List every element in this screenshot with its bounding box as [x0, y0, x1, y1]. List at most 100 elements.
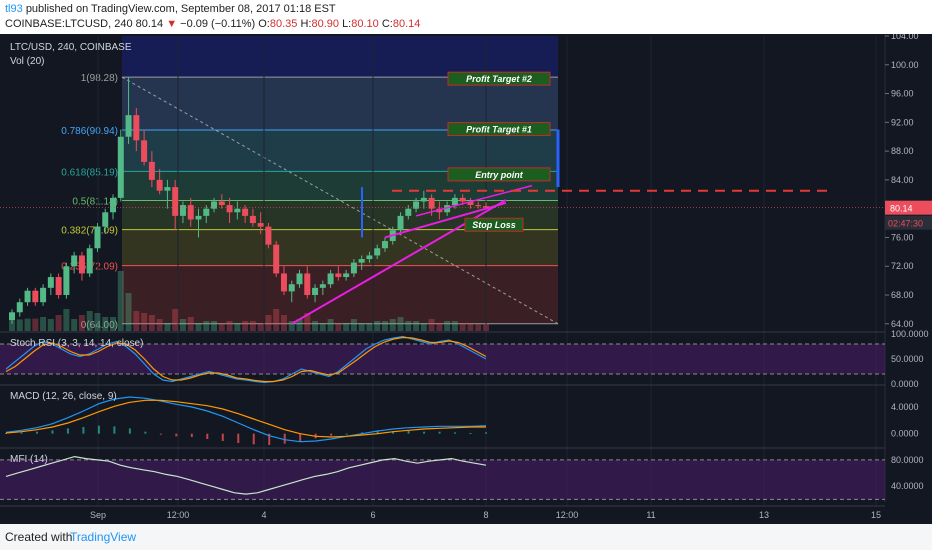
volume-bar [187, 317, 194, 331]
indicator-line [5, 455, 487, 495]
indicator-line [5, 336, 487, 383]
volume-bar [172, 309, 179, 331]
candle-body [358, 259, 365, 263]
candle-body [265, 226, 272, 245]
candle-body [296, 273, 303, 285]
volume-label: Vol (20) [10, 56, 44, 67]
volume-bar [16, 319, 23, 331]
chart-area[interactable]: 1(98.28) 0.786(90.94) 0.618(85.19) 0.5(81.1… [0, 31, 932, 524]
macd-histogram-bar [144, 431, 147, 434]
annotation-label: Profit Target #1 [466, 125, 532, 135]
candle-body [397, 215, 404, 231]
candle-body [47, 277, 54, 288]
chart-canvas[interactable]: 1(98.28) 0.786(90.94) 0.618(85.19) 0.5(81.1… [0, 31, 932, 524]
candle-body [381, 241, 388, 249]
price-tick-label: 104.00 [891, 34, 919, 41]
price-tick-label: 64.00 [891, 319, 914, 329]
open-value: 80.35 [269, 18, 298, 30]
annotation-label: Stop Loss [472, 220, 516, 230]
volume-bar [451, 321, 458, 331]
candle-body [32, 290, 39, 303]
annotation-label: Entry point [475, 170, 523, 180]
volume-bar [102, 317, 109, 331]
price-tick-label: 92.00 [891, 117, 914, 127]
macd-histogram-bar [485, 432, 487, 434]
candle-body [483, 206, 489, 208]
oscillator-band [0, 459, 885, 500]
volume-bar [141, 313, 148, 331]
indicator-title: Stoch RSI (3, 3, 14, 14, close) [10, 338, 143, 349]
tradingview-logo[interactable]: TradingView [70, 530, 137, 544]
volume-bar [343, 323, 350, 331]
volume-bar [164, 323, 171, 331]
candle-body [366, 255, 373, 260]
annotation-box [447, 71, 551, 86]
time-tick-label: 12:00 [167, 510, 190, 520]
time-tick-label: 6 [370, 510, 375, 520]
macd-histogram-bar [454, 432, 457, 434]
time-tick-label: 13 [759, 510, 769, 520]
macd-histogram-bar [268, 433, 271, 445]
volume-bar [273, 309, 280, 331]
candle-body [218, 201, 225, 206]
macd-histogram-bar [5, 433, 7, 434]
fib-zone [122, 229, 558, 266]
macd-histogram-bar [237, 433, 240, 443]
candle-body [78, 255, 85, 274]
volume-bar [125, 293, 132, 331]
volume-bar [86, 311, 93, 331]
candle-body [459, 197, 466, 202]
volume-bar [358, 323, 365, 331]
top-zone [122, 36, 558, 78]
volume-bar [288, 321, 295, 331]
candle-body [164, 187, 171, 191]
macd-histogram-bar [392, 431, 395, 434]
candle-body [343, 273, 350, 278]
candle-body [16, 302, 23, 313]
price-tick-label: 68.00 [891, 290, 914, 300]
symbol-label: COINBASE:LTCUSD, 240 [5, 18, 133, 30]
candle-body [172, 187, 179, 216]
close-label: C: [381, 18, 393, 30]
candle-body [63, 266, 70, 296]
trendline-channel [384, 201, 507, 239]
candle-body [141, 140, 148, 162]
volume-bar [257, 323, 264, 331]
volume-bar [226, 321, 233, 331]
volume-bar [374, 321, 381, 331]
candle-body [249, 215, 256, 224]
macd-histogram-bar [128, 428, 131, 434]
time-tick-label: 11 [646, 510, 655, 520]
author-link[interactable]: tl93 [5, 3, 23, 15]
candle-body [234, 208, 241, 213]
candle-body [413, 201, 420, 209]
ohlc-line: COINBASE:LTCUSD, 240 80.14 ▼ −0.09 (−0.1… [5, 18, 420, 30]
candle-body [288, 284, 295, 292]
candle-body [102, 212, 109, 227]
indicator-tick-label: 80.0000 [891, 455, 924, 465]
candle-body [179, 205, 186, 216]
indicator-tick-label: 100.0000 [891, 329, 929, 339]
volume-bar [405, 321, 412, 331]
volume-bar [335, 323, 342, 331]
candle-body [312, 287, 319, 296]
macd-histogram-bar [221, 433, 224, 441]
candle-body [319, 284, 326, 288]
countdown-tag [885, 215, 932, 230]
volume-bar [203, 321, 210, 331]
candle-body [110, 197, 117, 213]
volume-bar [420, 323, 427, 331]
volume-bar [249, 321, 256, 331]
candle-body [117, 136, 124, 198]
candle-body [420, 197, 427, 202]
candle-body [242, 208, 249, 216]
candle-body [195, 215, 202, 220]
volume-bar [32, 318, 39, 331]
volume-bar [55, 315, 62, 331]
change-value: −0.09 (−0.11%) [180, 18, 256, 30]
macd-histogram-bar [159, 433, 162, 435]
fib-label: 0.382(77.09) [61, 226, 118, 237]
candle-body [405, 208, 412, 216]
candle-body [257, 223, 264, 227]
time-tick-label: 12:00 [556, 510, 579, 520]
